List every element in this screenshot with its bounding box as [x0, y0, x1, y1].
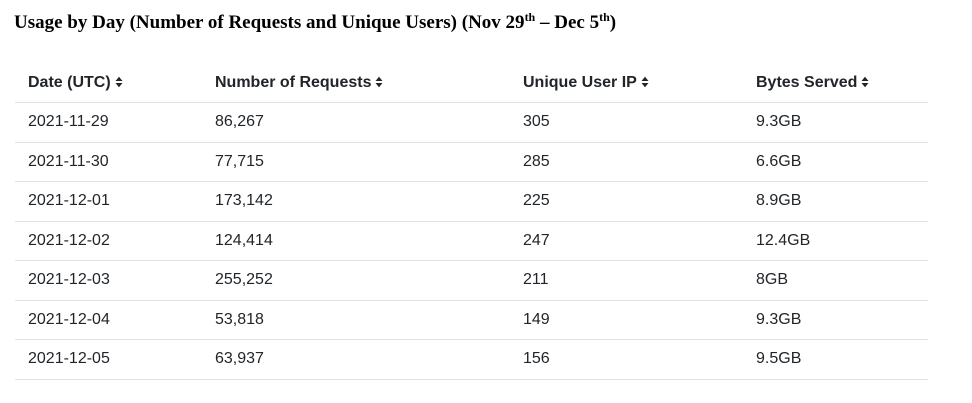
table-cell: 255,252 [202, 260, 510, 301]
table-cell: 285 [510, 142, 743, 182]
table-cell: 211 [510, 260, 743, 301]
table-cell: 2021-12-03 [15, 260, 202, 301]
table-cell: 305 [510, 102, 743, 143]
title-text: Usage by Day (Number of Requests and Uni… [14, 12, 525, 33]
table-cell: 86,267 [202, 102, 510, 143]
table-cell: 156 [510, 339, 743, 380]
table-row: 2021-12-04 53,818 149 9.3GB [15, 300, 928, 340]
table-cell: 173,142 [202, 181, 510, 222]
sort-arrow [375, 76, 383, 81]
table-row: 2021-12-02 124,414 247 12.4GB [15, 221, 928, 261]
table-row: 2021-11-29 86,267 305 9.3GB [15, 102, 928, 143]
table-cell: 225 [510, 181, 743, 222]
table-row: 2021-11-30 77,715 285 6.6GB [15, 142, 928, 182]
title-text: ) [609, 12, 617, 33]
sort-arrow [375, 83, 383, 88]
table-body: 2021-11-29 86,267 305 9.3GB 2021-11-30 77,715… [15, 102, 928, 380]
table-cell: 77,715 [202, 142, 510, 182]
table-cell: 8.9GB [743, 181, 928, 222]
table-row: 2021-12-03 255,252 211 8GB [15, 260, 928, 301]
table-row: 2021-12-05 63,937 156 9.5GB [15, 339, 928, 380]
table-cell: 2021-12-04 [15, 300, 202, 340]
sort-icon[interactable] [641, 76, 649, 88]
header-row: Date (UTC) Number of Requests Unique User … [15, 64, 928, 103]
sort-icon[interactable] [115, 76, 123, 88]
sort-arrow [861, 76, 869, 81]
sort-arrow [641, 76, 649, 81]
usage-table: Date (UTC) Number of Requests Unique User … [15, 64, 928, 380]
title-text: – Dec 5 [535, 12, 600, 33]
page-title: Usage by Day (Number of Requests and Uni… [14, 10, 617, 34]
table-cell: 6.6GB [743, 142, 928, 182]
table-row: 2021-12-01 173,142 225 8.9GB [15, 181, 928, 222]
sort-arrow [115, 83, 123, 88]
table-cell: 2021-12-02 [15, 221, 202, 261]
table-cell: 2021-11-30 [15, 142, 202, 182]
table-cell: 9.5GB [743, 339, 928, 380]
table-cell: 53,818 [202, 300, 510, 340]
table-cell: 2021-12-01 [15, 181, 202, 222]
sort-icon[interactable] [375, 76, 383, 88]
column-label: Unique User IP [523, 74, 637, 91]
table-cell: 149 [510, 300, 743, 340]
column-label: Number of Requests [215, 74, 372, 91]
table-cell: 12.4GB [743, 221, 928, 261]
table-cell: 9.3GB [743, 102, 928, 143]
sort-arrow [861, 83, 869, 88]
sort-arrow [115, 76, 123, 81]
table-head: Date (UTC) Number of Requests Unique User … [15, 64, 928, 103]
table-cell: 2021-11-29 [15, 102, 202, 143]
table-cell: 124,414 [202, 221, 510, 261]
sort-arrow [641, 83, 649, 88]
column-header[interactable]: Unique User IP [510, 64, 743, 103]
column-header[interactable]: Number of Requests [202, 64, 510, 103]
title-superscript: th [524, 10, 536, 24]
table-cell: 63,937 [202, 339, 510, 380]
column-label: Date (UTC) [28, 74, 111, 91]
table-cell: 247 [510, 221, 743, 261]
column-header[interactable]: Date (UTC) [15, 64, 202, 103]
table-cell: 2021-12-05 [15, 339, 202, 380]
column-header[interactable]: Bytes Served [743, 64, 928, 103]
column-label: Bytes Served [756, 74, 858, 91]
sort-icon[interactable] [861, 76, 869, 88]
title-superscript: th [599, 10, 610, 24]
table-cell: 9.3GB [743, 300, 928, 340]
table-cell: 8GB [743, 260, 928, 301]
